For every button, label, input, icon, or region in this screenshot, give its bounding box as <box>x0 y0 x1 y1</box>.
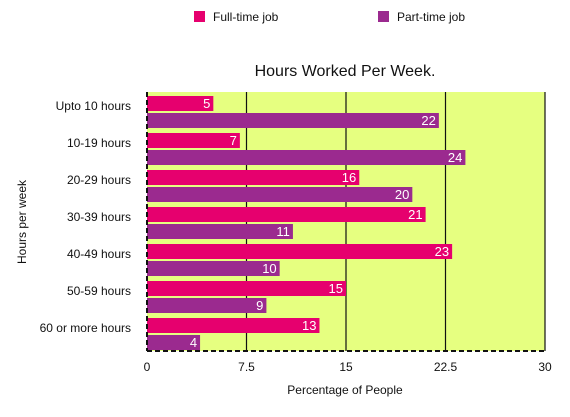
bar-full-time <box>147 170 360 185</box>
bar-value-label: 9 <box>256 298 263 313</box>
category-label: 30-39 hours <box>67 210 131 224</box>
category-label: 40-49 hours <box>67 247 131 261</box>
bar-full-time <box>147 244 453 259</box>
x-tick-label: 22.5 <box>434 360 458 374</box>
bar-value-label: 16 <box>342 170 356 185</box>
bar-full-time <box>147 281 346 296</box>
legend-label: Part-time job <box>397 10 465 24</box>
x-tick-label: 0 <box>144 360 151 374</box>
bar-value-label: 13 <box>302 318 316 333</box>
axes <box>146 92 545 352</box>
bar-value-label: 15 <box>329 281 343 296</box>
bar-value-label: 21 <box>408 207 422 222</box>
bar-value-label: 22 <box>421 113 435 128</box>
bar-part-time <box>147 335 201 350</box>
bar-part-time <box>147 150 466 165</box>
legend-swatch <box>378 11 389 22</box>
bar-value-label: 10 <box>262 261 276 276</box>
bar-value-label: 24 <box>448 150 462 165</box>
bar-value-label: 20 <box>395 187 409 202</box>
bar-part-time <box>147 261 280 276</box>
bar-value-label: 7 <box>230 133 237 148</box>
bar-full-time <box>147 133 240 148</box>
y-axis-label: Hours per week <box>15 179 29 264</box>
bar-value-label: 4 <box>190 335 197 350</box>
x-tick-label: 15 <box>339 360 353 374</box>
category-labels: Upto 10 hours 10-19 hours 20-29 hours 30-39… <box>40 99 131 335</box>
bar-full-time <box>147 318 320 333</box>
legend: Full-time job Part-time job <box>194 10 465 24</box>
bar-part-time <box>147 187 413 202</box>
bar-part-time <box>147 224 293 239</box>
bars: 5 22 7 24 16 20 21 11 23 10 15 9 13 4 <box>147 96 466 350</box>
x-axis-label: Percentage of People <box>287 383 403 397</box>
bar-part-time <box>147 298 267 313</box>
category-label: 20-29 hours <box>67 173 131 187</box>
category-label: Upto 10 hours <box>56 99 131 113</box>
bar-full-time <box>147 96 214 111</box>
bar-full-time <box>147 207 426 222</box>
bar-value-label: 11 <box>276 224 290 239</box>
chart-title: Hours Worked Per Week. <box>255 63 436 80</box>
x-tick-label: 30 <box>538 360 552 374</box>
x-tick-label: 7.5 <box>238 360 255 374</box>
legend-swatch <box>194 11 205 22</box>
bar-value-label: 23 <box>435 244 449 259</box>
category-label: 50-59 hours <box>67 284 131 298</box>
category-label: 10-19 hours <box>67 136 131 150</box>
legend-label: Full-time job <box>213 10 279 24</box>
bar-part-time <box>147 113 439 128</box>
bar-value-label: 5 <box>203 96 210 111</box>
category-label: 60 or more hours <box>40 321 131 335</box>
x-tick-labels: 0 7.5 15 22.5 30 <box>144 360 552 374</box>
